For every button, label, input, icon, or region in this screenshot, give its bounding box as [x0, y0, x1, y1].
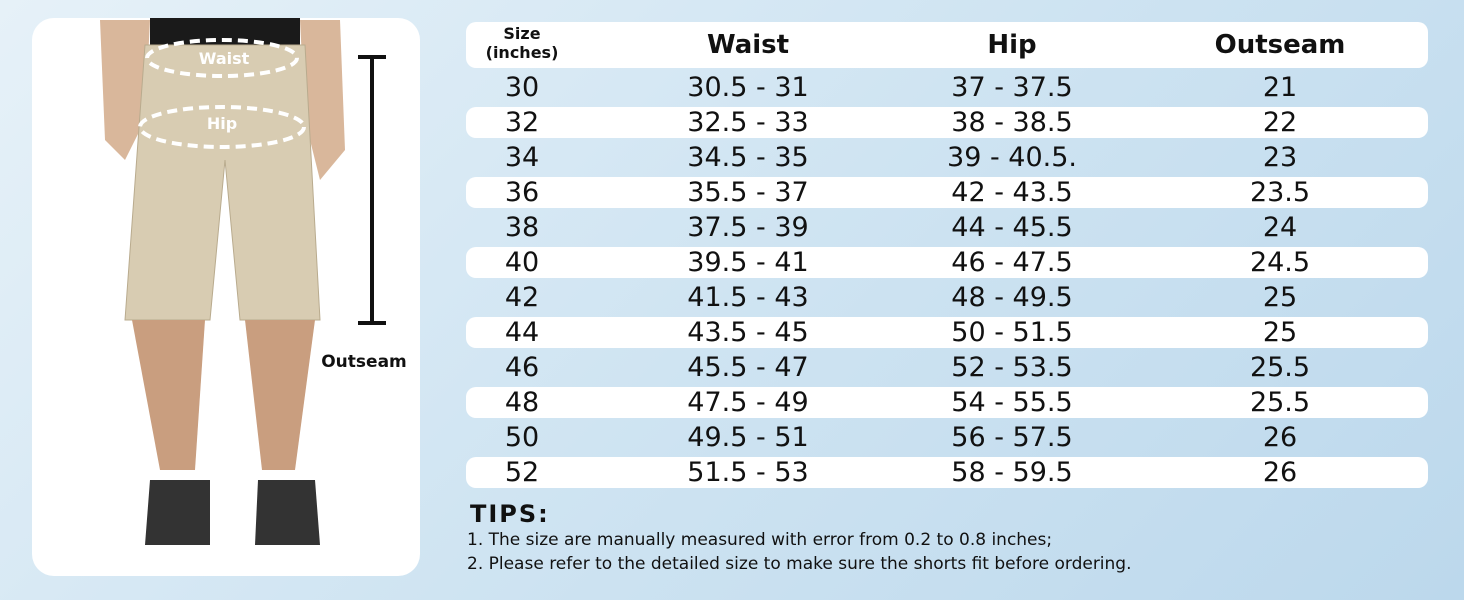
table-cell: 24.5 — [1249, 247, 1311, 278]
tip: 1. The size are manually measured with e… — [467, 530, 1053, 550]
table-cell: 37.5 - 39 — [687, 212, 809, 243]
waist-ring — [145, 38, 299, 78]
table-cell: 44 - 45.5 — [951, 212, 1073, 243]
table-cell: 30.5 - 31 — [687, 72, 809, 103]
row-strip — [466, 317, 1428, 348]
table-cell: 42 - 43.5 — [951, 177, 1073, 208]
tip: 2. Please refer to the detailed size to … — [467, 554, 1132, 574]
table-cell: 23.5 — [1249, 177, 1311, 208]
table-cell: 35.5 - 37 — [687, 177, 809, 208]
table-cell: 25.5 — [1249, 352, 1311, 383]
table-cell: 52 — [504, 457, 540, 488]
leg — [245, 320, 315, 470]
table-cell: 48 — [504, 387, 540, 418]
shorts-figure: Waist Hip Outseam — [100, 18, 407, 545]
waist-label: Waist — [199, 49, 250, 68]
table-cell: 34.5 - 35 — [687, 142, 809, 173]
table-cell: 21 — [1262, 72, 1298, 103]
leg — [132, 320, 205, 470]
table-cell: 45.5 - 47 — [687, 352, 809, 383]
table-cell: 26 — [1262, 422, 1298, 453]
arm — [300, 20, 345, 180]
table-cell: 34 — [504, 142, 540, 173]
header-cell: Size (inches) — [485, 24, 559, 62]
table-cell: 38 — [504, 212, 540, 243]
outseam-label: Outseam — [321, 352, 407, 372]
table-cell: 46 - 47.5 — [951, 247, 1073, 278]
table-cell: 24 — [1262, 212, 1298, 243]
table-cell: 23 — [1262, 142, 1298, 173]
table-cell: 39 - 40.5. — [947, 142, 1077, 173]
header-strip — [466, 22, 1428, 68]
table-cell: 50 — [504, 422, 540, 453]
table-cell: 46 — [504, 352, 540, 383]
table-cell: 37 - 37.5 — [951, 72, 1073, 103]
header-cell: Hip — [987, 30, 1037, 60]
table-cell: 47.5 - 49 — [687, 387, 809, 418]
shoe — [255, 480, 320, 545]
shirt — [150, 18, 300, 48]
table-cell: 32.5 - 33 — [687, 107, 809, 138]
table-cell: 25 — [1262, 317, 1298, 348]
header-cell: Outseam — [1214, 30, 1346, 60]
row-strip — [466, 387, 1428, 418]
table-cell: 26 — [1262, 457, 1298, 488]
shorts — [124, 44, 321, 321]
table-cell: 32 — [504, 107, 540, 138]
table-cell: 40 — [504, 247, 540, 278]
hip-ring — [138, 105, 306, 149]
table-cell: 42 — [504, 282, 540, 313]
row-strip — [466, 107, 1428, 138]
row-strip — [466, 177, 1428, 208]
table-cell: 25 — [1262, 282, 1298, 313]
table-cell: 39.5 - 41 — [687, 247, 809, 278]
table-cell: 43.5 - 45 — [687, 317, 809, 348]
tips-title: TIPS: — [470, 500, 550, 528]
table-cell: 38 - 38.5 — [951, 107, 1073, 138]
table-cell: 51.5 - 53 — [687, 457, 809, 488]
table-cell: 48 - 49.5 — [951, 282, 1073, 313]
table-cell: 56 - 57.5 — [951, 422, 1073, 453]
table-cell: 25.5 — [1249, 387, 1311, 418]
hip-label: Hip — [207, 114, 237, 133]
table-cell: 52 - 53.5 — [951, 352, 1073, 383]
row-strip — [466, 457, 1428, 488]
header-cell: Waist — [706, 30, 790, 60]
table-cell: 41.5 - 43 — [687, 282, 809, 313]
table-cell: 22 — [1262, 107, 1298, 138]
row-strip — [466, 247, 1428, 278]
table-cell: 49.5 - 51 — [687, 422, 809, 453]
arm — [100, 20, 150, 160]
table-cell: 54 - 55.5 — [951, 387, 1073, 418]
table-cell: 44 — [504, 317, 540, 348]
table-cell: 58 - 59.5 — [951, 457, 1073, 488]
table-cell: 30 — [504, 72, 540, 103]
table-cell: 50 - 51.5 — [951, 317, 1073, 348]
table-cell: 36 — [504, 177, 540, 208]
shoe — [145, 480, 210, 545]
